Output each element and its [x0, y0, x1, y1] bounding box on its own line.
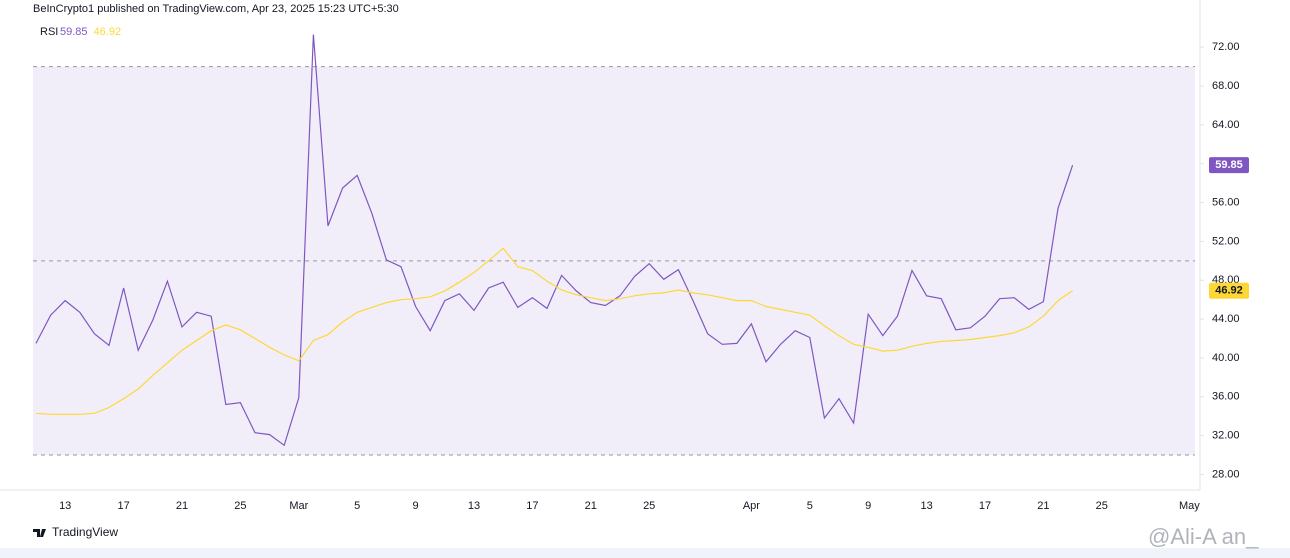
attribution: BeInCrypto1 published on TradingView.com…	[33, 3, 399, 15]
y-tick-label: 68.00	[1212, 80, 1240, 92]
brand: TradingView	[52, 525, 118, 539]
legend-value: 59.85	[60, 26, 88, 38]
x-tick-label: 25	[643, 500, 655, 512]
last-value-label: 59.85	[1215, 159, 1243, 171]
bottom-strip	[0, 548, 1290, 558]
y-tick-label: 56.00	[1212, 196, 1240, 208]
x-tick-label: 9	[413, 500, 419, 512]
x-tick-label: 17	[526, 500, 538, 512]
x-tick-label: 9	[865, 500, 871, 512]
x-tick-label: Mar	[289, 500, 308, 512]
y-tick-label: 44.00	[1212, 313, 1240, 325]
x-tick-label: 17	[979, 500, 991, 512]
y-tick-label: 72.00	[1212, 41, 1240, 53]
y-tick-label: 64.00	[1212, 119, 1240, 131]
y-tick-label: 32.00	[1212, 430, 1240, 442]
x-tick-label: 5	[807, 500, 813, 512]
x-tick-label: Apr	[743, 500, 760, 512]
x-tick-label: 5	[354, 500, 360, 512]
brand-logo	[33, 529, 46, 537]
x-tick-label: May	[1179, 500, 1200, 512]
series-line	[35, 34, 1074, 447]
x-tick-label: 13	[468, 500, 480, 512]
y-tick-label: 28.00	[1212, 468, 1240, 480]
last-value-label: 46.92	[1215, 285, 1243, 297]
y-tick-label: 36.00	[1212, 391, 1240, 403]
y-tick-label: 52.00	[1212, 235, 1240, 247]
x-tick-label: 13	[920, 500, 932, 512]
series-line	[35, 247, 1073, 415]
watermark: @Ali-A an_	[1148, 524, 1259, 549]
last-value-box	[1209, 157, 1249, 174]
x-tick-label: 13	[59, 500, 71, 512]
legend-label: RSI	[40, 26, 58, 38]
x-tick-label: 17	[117, 500, 129, 512]
last-value-box	[1209, 282, 1249, 299]
x-tick-label: 25	[234, 500, 246, 512]
legend-value: 46.92	[94, 26, 122, 38]
x-tick-label: 21	[1037, 500, 1049, 512]
x-tick-label: 21	[585, 500, 597, 512]
x-tick-label: 21	[176, 500, 188, 512]
y-tick-label: 40.00	[1212, 352, 1240, 364]
x-tick-label: 25	[1096, 500, 1108, 512]
